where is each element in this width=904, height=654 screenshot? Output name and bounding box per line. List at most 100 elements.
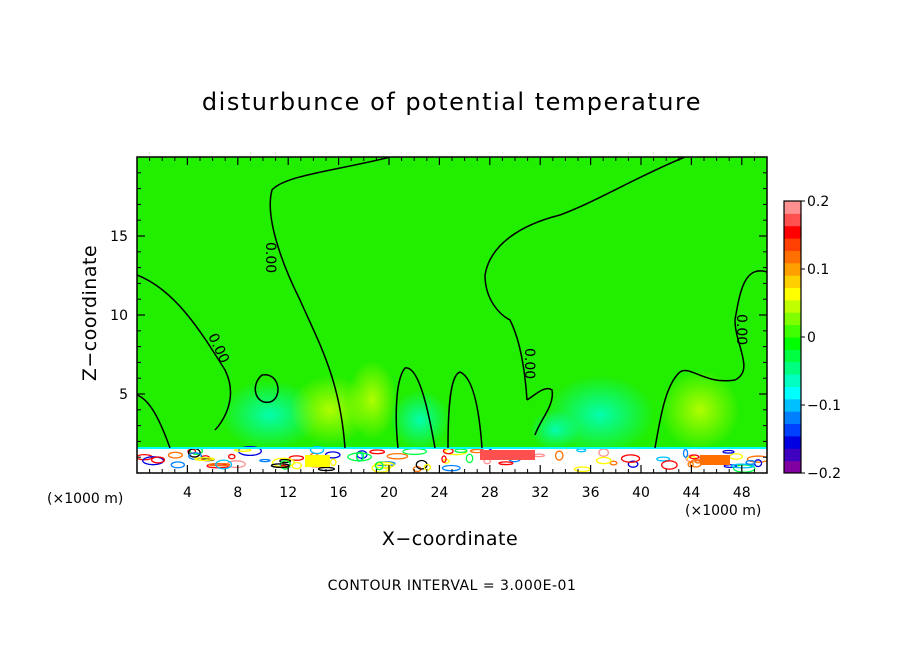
x-unit-left: (×1000 m) <box>47 491 124 507</box>
band-swirl <box>347 452 372 462</box>
contour-line <box>484 157 686 401</box>
x-tick-label: 28 <box>481 485 499 501</box>
band-swirl <box>661 460 678 470</box>
contour-label: 0.00 <box>733 314 749 345</box>
anomaly-blob <box>660 370 740 450</box>
contour-line <box>137 394 171 449</box>
colorbar-segment <box>784 287 801 301</box>
band-swirl <box>142 456 165 466</box>
colorbar-segment <box>784 435 801 449</box>
colorbar-tick-label: 0.1 <box>807 262 829 278</box>
colorbar-segment <box>784 374 801 387</box>
colorbar-tick-label: −0.2 <box>807 466 841 482</box>
colorbar-segment <box>784 460 801 474</box>
band-swirl <box>441 464 461 472</box>
band-swirl <box>259 458 271 463</box>
band-swirl <box>620 454 641 463</box>
x-tick-label: 32 <box>531 485 549 501</box>
contour-line <box>137 274 232 431</box>
band-swirl <box>722 449 735 454</box>
band-swirl <box>279 459 291 470</box>
band-warm-patch <box>480 450 535 460</box>
colorbar-tick-label: −0.1 <box>807 398 841 414</box>
band-swirl <box>371 463 391 473</box>
x-tick-label: 36 <box>582 485 600 501</box>
x-tick-label: 8 <box>233 485 242 501</box>
colorbar-segment <box>784 361 801 375</box>
colorbar-segment <box>784 201 801 214</box>
band-swirl <box>167 451 184 459</box>
y-tick-label: 5 <box>119 387 128 403</box>
colorbar: 0.2 0.1 0 −0.1 −0.2 <box>783 194 841 482</box>
band-swirl <box>423 463 432 471</box>
colorbar-segment <box>784 411 801 425</box>
colorbar-segment <box>784 423 801 437</box>
contour-interval-note: CONTOUR INTERVAL = 3.000E-01 <box>327 578 577 594</box>
band-swirl <box>215 459 233 470</box>
band-swirl <box>270 463 290 468</box>
band-swirl <box>609 460 618 466</box>
x-tick-label: 24 <box>430 485 448 501</box>
x-tick-label: 12 <box>279 485 297 501</box>
band-swirl <box>682 448 689 458</box>
band-swirl <box>441 455 447 463</box>
colorbar-segment <box>784 386 801 400</box>
anomaly-blob <box>390 390 450 450</box>
colorbar-segment <box>784 213 801 227</box>
plot-area: 0.00 0.00 0.00 0.00 <box>137 157 767 473</box>
band-swirl <box>498 461 514 466</box>
band-swirl <box>150 456 166 464</box>
band-warm-patch <box>305 455 330 467</box>
x-tick-label: 20 <box>380 485 398 501</box>
contour-line <box>269 157 391 449</box>
y-tick-label: 10 <box>110 308 128 324</box>
colorbar-segment <box>784 275 801 289</box>
x-axis-label: X−coordinate <box>381 528 519 550</box>
x-tick-label: 44 <box>682 485 700 501</box>
band-swirl <box>288 455 305 461</box>
band-swirl <box>208 462 231 467</box>
colorbar-segment <box>784 250 801 264</box>
band-swirl <box>309 445 325 455</box>
band-swirl <box>746 455 767 463</box>
band-swirl <box>374 461 384 471</box>
contour-label: 0.00 <box>262 242 278 273</box>
colorbar-segment <box>784 337 801 350</box>
band-swirl <box>723 464 738 469</box>
band-swirl <box>656 456 671 462</box>
anomaly-blob <box>347 360 397 440</box>
colorbar-tick-label: 0 <box>807 330 816 346</box>
band-swirl <box>324 451 341 459</box>
contour-lines <box>137 157 767 449</box>
colorbar-segment <box>784 324 801 338</box>
band-swirl <box>465 453 474 464</box>
contour-line <box>254 374 279 403</box>
colorbar-segment <box>784 238 801 251</box>
chart-title: disturbunce of potential temperature <box>201 88 703 116</box>
colorbar-segment <box>784 225 801 239</box>
x-tick-label: 48 <box>733 485 751 501</box>
band-warm-patch <box>700 455 730 465</box>
x-tick-label: 40 <box>632 485 650 501</box>
band-swirl <box>595 456 612 465</box>
colorbar-segment <box>784 312 801 326</box>
contour-label: 0.00 <box>521 348 537 379</box>
colorbar-tick-label: 0.2 <box>807 194 829 210</box>
colorbar-segment <box>784 299 801 313</box>
band-swirl <box>291 461 303 470</box>
band-swirl <box>454 448 468 453</box>
x-tick-label: 4 <box>183 485 192 501</box>
band-swirl <box>369 449 386 455</box>
band-swirl <box>733 464 756 473</box>
colorbar-segment <box>784 349 801 363</box>
colorbar-segment <box>784 448 801 462</box>
band-swirl <box>279 458 292 464</box>
contour-line <box>526 388 554 436</box>
band-swirl <box>689 454 700 460</box>
colorbar-segment <box>784 262 801 276</box>
band-swirl <box>554 450 564 461</box>
surface-band-detail <box>137 445 767 473</box>
band-swirl <box>386 452 409 460</box>
contour-line <box>654 270 767 449</box>
